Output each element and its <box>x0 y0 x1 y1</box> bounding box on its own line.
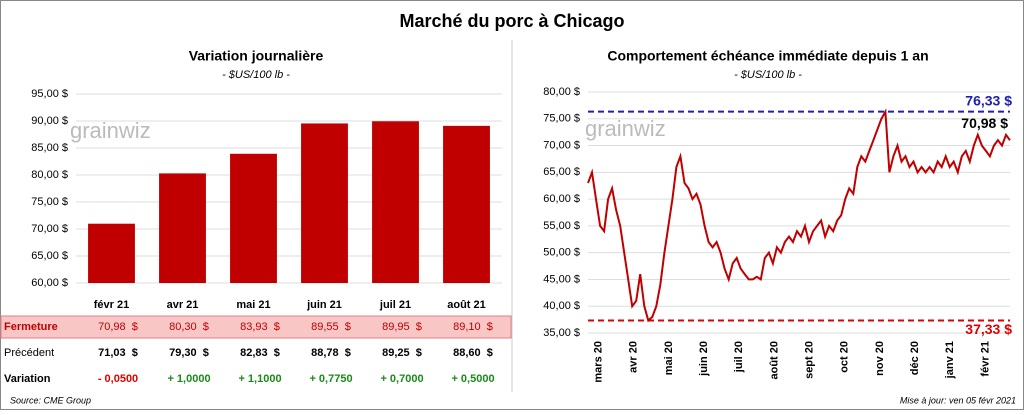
y-tick-label: 50,00 $ <box>543 247 580 259</box>
y-tick-label: 70,00 $ <box>31 223 68 235</box>
y-tick-label: 80,00 $ <box>31 169 68 181</box>
chart-title: Comportement échéance immédiate depuis 1… <box>607 48 928 64</box>
chart-subtitle: - $US/100 lb - <box>222 69 290 81</box>
x-tick-label: déc 20 <box>909 341 921 375</box>
x-tick-label: févr 21 <box>94 299 129 311</box>
y-tick-label: 65,00 $ <box>31 250 68 262</box>
x-tick-label: nov 20 <box>874 341 886 376</box>
x-tick-label: juin 20 <box>698 341 710 377</box>
table-cell: 88,78 $ <box>311 347 351 359</box>
table-cell: + 0,5000 <box>451 373 494 385</box>
x-tick-label: mai 21 <box>236 299 270 311</box>
table-cell: 82,83 $ <box>240 347 280 359</box>
bar <box>301 123 348 284</box>
table-cell: 89,10 $ <box>453 321 493 333</box>
y-tick-label: 45,00 $ <box>543 273 580 285</box>
page-title: Marché du porc à Chicago <box>399 11 624 31</box>
table-cell: 88,60 $ <box>453 347 493 359</box>
y-tick-label: 70,00 $ <box>543 139 580 151</box>
table-cell: 79,30 $ <box>169 347 209 359</box>
source: Source: CME Group <box>10 395 91 405</box>
table-cell: + 1,1000 <box>238 373 281 385</box>
y-tick-label: 95,00 $ <box>31 88 68 100</box>
x-tick-label: févr 21 <box>979 341 991 376</box>
y-tick-label: 75,00 $ <box>543 113 580 125</box>
table-cell: 89,25 $ <box>382 347 422 359</box>
x-tick-label: juin 21 <box>306 299 342 311</box>
y-tick-label: 60,00 $ <box>31 277 68 289</box>
bar <box>230 153 277 283</box>
y-tick-label: 80,00 $ <box>543 86 580 98</box>
y-tick-label: 60,00 $ <box>543 193 580 205</box>
x-tick-label: avr 21 <box>167 299 199 311</box>
bar <box>88 223 135 283</box>
x-tick-label: oct 20 <box>839 341 851 373</box>
y-tick-label: 85,00 $ <box>31 142 68 154</box>
bar <box>159 173 206 283</box>
table-cell: + 0,7750 <box>309 373 352 385</box>
watermark: grainwiz <box>70 118 151 143</box>
updated: Mise à jour: ven 05 févr 2021 <box>900 395 1016 405</box>
table-cell: 71,03 $ <box>98 347 138 359</box>
row-label: Fermeture <box>4 321 58 333</box>
row-label: Précédent <box>4 347 54 359</box>
table-cell: 89,55 $ <box>311 321 351 333</box>
y-tick-label: 35,00 $ <box>543 327 580 339</box>
chart-subtitle: - $US/100 lb - <box>734 69 802 81</box>
watermark: grainwiz <box>585 116 666 141</box>
y-tick-label: 75,00 $ <box>31 196 68 208</box>
table-cell: 89,95 $ <box>382 321 422 333</box>
table-cell: 70,98 $ <box>98 321 138 333</box>
x-tick-label: août 20 <box>768 341 780 380</box>
price-line <box>587 108 1011 323</box>
table-cell: 83,93 $ <box>240 321 280 333</box>
row-label: Variation <box>4 373 51 385</box>
x-tick-label: mars 20 <box>592 341 604 383</box>
table-cell: + 0,7000 <box>380 373 423 385</box>
x-tick-label: sept 20 <box>803 341 815 379</box>
x-tick-label: juil 21 <box>379 299 411 311</box>
y-tick-label: 40,00 $ <box>543 300 580 312</box>
y-tick-label: 90,00 $ <box>31 115 68 127</box>
bar <box>443 125 490 283</box>
y-tick-label: 55,00 $ <box>543 220 580 232</box>
last-value-label: 70,98 $ <box>961 115 1008 131</box>
x-tick-label: août 21 <box>447 299 486 311</box>
x-tick-label: juil 20 <box>733 341 745 373</box>
table-cell: 80,30 $ <box>169 321 209 333</box>
x-tick-label: avr 20 <box>628 341 640 373</box>
reference-label: 37,33 $ <box>965 321 1012 337</box>
x-tick-label: mai 20 <box>663 341 675 375</box>
chart-title: Variation journalière <box>189 48 324 64</box>
highlight-row <box>0 315 512 339</box>
table-cell: - 0,0500 <box>98 373 138 385</box>
bar <box>372 121 419 284</box>
table-cell: + 1,0000 <box>167 373 210 385</box>
reference-label: 76,33 $ <box>965 92 1012 108</box>
x-tick-label: janv 21 <box>944 341 956 379</box>
y-tick-label: 65,00 $ <box>543 166 580 178</box>
